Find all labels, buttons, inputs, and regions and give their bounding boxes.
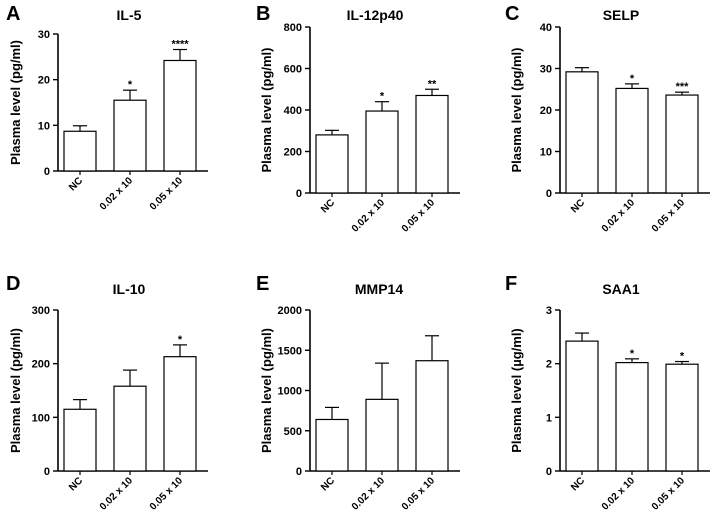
chart-panel-c: C SELP Plasma level (pg/ml) 0 10 20 30 40 NC * 0.0…	[505, 3, 710, 235]
chart-panel-b: B IL-12p40 Plasma level (pg/ml) 0 200 400 600 8…	[256, 3, 460, 235]
y-tick-label: 3	[546, 305, 552, 317]
x-tick-label: NC	[319, 475, 337, 493]
y-tick-label: 0	[546, 188, 552, 200]
x-tick-label: 0.05 x 10	[400, 197, 438, 235]
y-tick-label: 1	[546, 412, 552, 424]
bar	[665, 94, 699, 194]
panel-letter: C	[505, 3, 519, 25]
y-axis-label: Plasma level (pg/ml)	[8, 328, 23, 453]
bar	[315, 134, 349, 194]
bar	[63, 408, 97, 472]
y-axis-label: Plasma level (pg/ml)	[259, 328, 274, 453]
y-tick-label: 100	[32, 412, 50, 424]
x-tick-label: 0.02 x 10	[600, 197, 638, 235]
bar	[63, 130, 97, 172]
x-tick-label: NC	[319, 197, 337, 215]
panel-letter: D	[6, 273, 20, 295]
significance-label: *	[178, 334, 183, 346]
x-tick-label: 0.05 x 10	[400, 475, 438, 513]
panel-letter: A	[6, 3, 20, 25]
y-tick-label: 0	[44, 466, 50, 478]
x-tick-label: 0.02 x 10	[600, 475, 638, 513]
y-axis-label: Plasma level (pg/ml)	[509, 48, 524, 173]
chart-title: IL-10	[113, 281, 146, 297]
y-tick-label: 10	[540, 147, 552, 159]
chart-panel-d: D IL-10 Plasma level (pg/ml) 0 100 200 300 NC 0.…	[6, 273, 208, 513]
bar	[565, 340, 599, 472]
y-tick-label: 1500	[278, 345, 302, 357]
bar	[615, 87, 649, 194]
x-tick-label: NC	[569, 475, 587, 493]
bar	[415, 360, 449, 472]
bar	[615, 361, 649, 472]
y-axis-label: Plasma level (µg/ml)	[509, 328, 524, 453]
y-tick-label: 20	[38, 75, 50, 87]
chart-panel-a: A IL-5 Plasma level (pg/ml) 0 10 20 30 NC * 0.02 …	[6, 3, 208, 213]
y-tick-label: 400	[284, 105, 302, 117]
chart-title: IL-12p40	[347, 7, 404, 23]
chart-title: SAA1	[602, 281, 640, 297]
y-tick-label: 0	[296, 466, 302, 478]
y-tick-label: 0	[296, 188, 302, 200]
significance-label: **	[428, 78, 437, 90]
x-tick-label: 0.05 x 10	[650, 197, 688, 235]
x-tick-label: 0.05 x 10	[650, 475, 688, 513]
y-tick-label: 200	[32, 359, 50, 371]
y-tick-label: 500	[284, 426, 302, 438]
bar	[163, 356, 197, 472]
bar	[113, 385, 147, 472]
y-axis-label: Plasma level (pg/ml)	[8, 40, 23, 165]
x-tick-label: 0.05 x 10	[148, 475, 186, 513]
y-tick-label: 800	[284, 22, 302, 34]
y-tick-label: 1000	[278, 386, 302, 398]
significance-label: *	[680, 351, 685, 363]
chart-title: IL-5	[117, 7, 142, 23]
bar	[163, 59, 197, 172]
y-tick-label: 300	[32, 305, 50, 317]
y-tick-label: 2	[546, 359, 552, 371]
bar	[365, 398, 399, 472]
y-tick-label: 20	[540, 105, 552, 117]
significance-label: *	[630, 73, 635, 85]
significance-label: ****	[171, 39, 189, 51]
panel-letter: B	[256, 3, 270, 25]
bar	[365, 110, 399, 194]
y-tick-label: 2000	[278, 305, 302, 317]
bar	[665, 363, 699, 472]
y-axis-label: Plasma level (pg/ml)	[259, 48, 274, 173]
y-tick-label: 10	[38, 120, 50, 132]
y-tick-label: 0	[546, 466, 552, 478]
x-tick-label: 0.02 x 10	[98, 475, 136, 513]
significance-label: ***	[676, 81, 690, 93]
x-tick-label: 0.02 x 10	[350, 197, 388, 235]
y-tick-label: 40	[540, 22, 552, 34]
x-tick-label: 0.05 x 10	[148, 175, 186, 213]
chart-panel-e: E MMP14 Plasma level (pg/ml) 0 500 1000 1500 20…	[256, 273, 460, 513]
x-tick-label: NC	[67, 475, 85, 493]
significance-label: *	[630, 348, 635, 360]
y-tick-label: 0	[44, 166, 50, 178]
significance-label: *	[380, 91, 385, 103]
bar	[565, 71, 599, 194]
chart-title: SELP	[603, 7, 640, 23]
bar	[113, 99, 147, 172]
chart-panel-f: F SAA1 Plasma level (µg/ml) 0 1 2 3 NC * 0.02 x 1…	[505, 273, 710, 513]
bar	[415, 94, 449, 194]
panel-letter: F	[505, 273, 517, 295]
x-tick-label: 0.02 x 10	[350, 475, 388, 513]
x-tick-label: 0.02 x 10	[98, 175, 136, 213]
y-tick-label: 600	[284, 64, 302, 76]
chart-title: MMP14	[355, 281, 403, 297]
panel-letter: E	[256, 273, 269, 295]
bar	[315, 418, 349, 472]
y-tick-label: 30	[38, 29, 50, 41]
x-tick-label: NC	[67, 175, 85, 193]
y-tick-label: 30	[540, 64, 552, 76]
y-tick-label: 200	[284, 147, 302, 159]
x-tick-label: NC	[569, 197, 587, 215]
significance-label: *	[128, 79, 133, 91]
